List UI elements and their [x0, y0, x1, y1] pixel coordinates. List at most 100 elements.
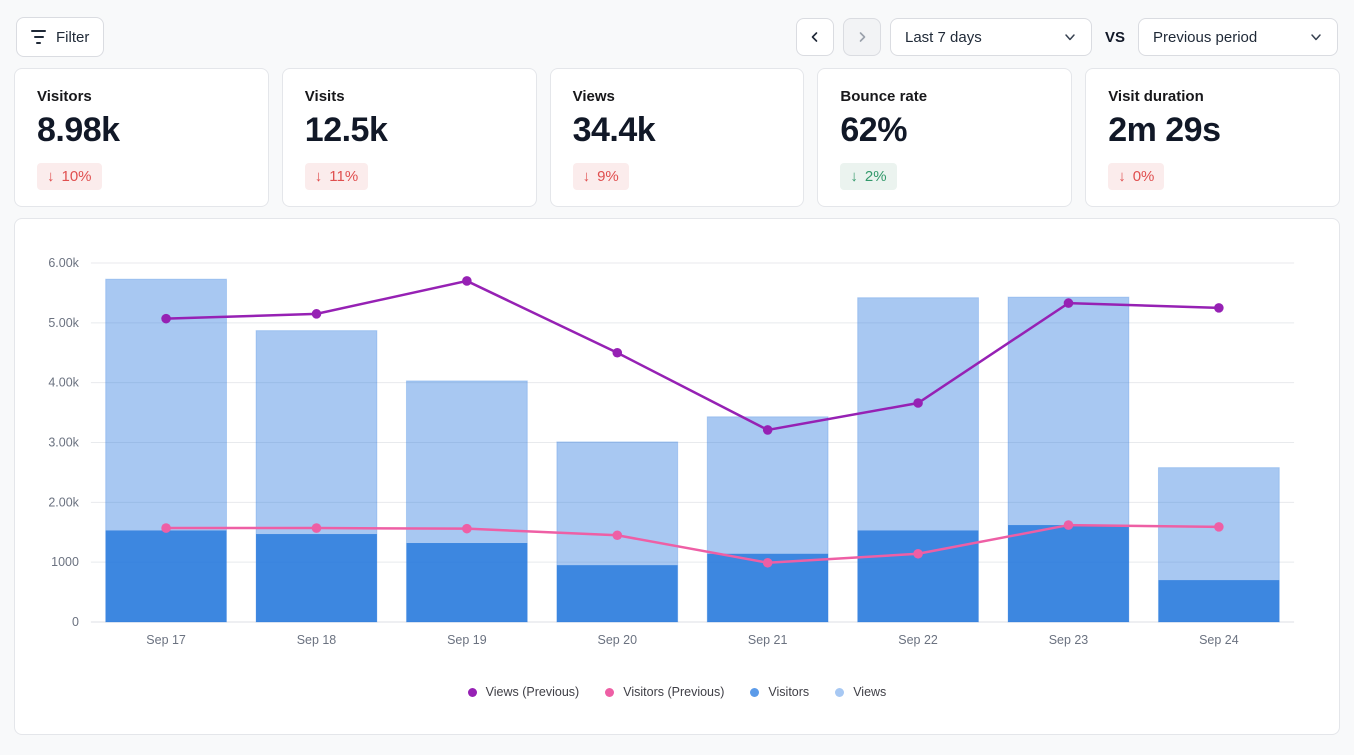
stat-value: 12.5k	[304, 111, 388, 149]
legend-dot	[605, 687, 615, 697]
stat-card-visitors[interactable]: Visitors 8.98k ↓ 10%	[14, 68, 269, 207]
legend-label: Visitors (Previous)	[623, 685, 725, 699]
x-tick-label: Sep 22	[898, 633, 938, 647]
legend-item-visitors-previous-[interactable]: Visitors (Previous)	[605, 685, 724, 699]
x-tick-label: Sep 18	[297, 633, 337, 647]
point-views-previous-[interactable]	[1214, 303, 1224, 313]
y-tick-label: 6.00k	[48, 256, 79, 270]
stat-label: Visit duration	[1108, 88, 1204, 105]
bar-visitors[interactable]	[556, 565, 678, 622]
bar-visitors[interactable]	[1008, 525, 1129, 622]
line-visitors-previous-	[166, 523, 1219, 565]
point-views-previous-[interactable]	[913, 398, 923, 408]
filter-button[interactable]: Filter	[16, 17, 105, 57]
legend-label: Views (Previous)	[485, 685, 580, 699]
point-visitors-previous-[interactable]	[161, 523, 171, 533]
y-tick-label: 0	[72, 615, 79, 629]
legend-label: Views	[853, 685, 887, 699]
stats-row: Visitors 8.98k ↓ 10% Visits 12.5k ↓ 11% Views 34.…	[14, 68, 1340, 207]
stat-card-bounce-rate[interactable]: Bounce rate 62% ↓ 2%	[817, 68, 1073, 207]
date-range-value: Last 7 days	[904, 28, 982, 46]
x-tick-label: Sep 17	[146, 633, 186, 647]
point-visitors-previous-[interactable]	[311, 523, 322, 533]
point-views-previous-[interactable]	[311, 309, 322, 319]
legend-item-visitors[interactable]: Visitors	[750, 685, 809, 699]
chevron-down-icon	[1309, 30, 1323, 44]
legend-dot	[467, 687, 477, 697]
stat-label: Visits	[304, 88, 345, 105]
stat-value: 34.4k	[572, 111, 656, 149]
y-tick-label: 2.00k	[48, 495, 79, 509]
stat-value: 62%	[840, 111, 907, 149]
date-range-select[interactable]: Last 7 days	[889, 18, 1092, 56]
down-arrow-icon: ↓	[582, 168, 591, 185]
bar-visitors[interactable]	[857, 530, 979, 622]
legend-label: Visitors	[768, 685, 810, 699]
toolbar: Filter Last 7 days VS Previous period	[16, 17, 1338, 57]
stat-change-value: 10%	[61, 168, 92, 185]
point-visitors-previous-[interactable]	[1063, 520, 1074, 530]
point-visitors-previous-[interactable]	[1214, 522, 1224, 532]
bar-visitors[interactable]	[256, 534, 377, 622]
stat-change-badge: ↓ 0%	[1108, 163, 1165, 190]
stat-change-value: 9%	[597, 168, 619, 185]
point-visitors-previous-[interactable]	[612, 530, 623, 541]
bar-visitors[interactable]	[1158, 580, 1280, 622]
down-arrow-icon: ↓	[47, 168, 55, 185]
x-tick-label: Sep 21	[748, 633, 788, 647]
stat-change-value: 0%	[1132, 168, 1155, 185]
stat-label: Bounce rate	[840, 88, 928, 105]
stat-change-badge: ↓ 9%	[572, 163, 629, 190]
point-views-previous-[interactable]	[462, 276, 472, 286]
x-tick-label: Sep 24	[1199, 633, 1239, 647]
line-views-previous-	[166, 279, 1219, 432]
stat-change-value: 11%	[329, 168, 359, 185]
vs-label: VS	[1104, 28, 1125, 46]
down-arrow-icon: ↓	[314, 168, 323, 185]
next-period-button[interactable]	[842, 18, 881, 56]
chart-legend: Views (Previous) Visitors (Previous) Visit…	[15, 685, 1339, 699]
stat-label: Visitors	[37, 88, 92, 105]
stat-card-visits[interactable]: Visits 12.5k ↓ 11%	[281, 68, 537, 207]
stat-change-badge: ↓ 2%	[840, 163, 897, 190]
stat-card-visit-duration[interactable]: Visit duration 2m 29s ↓ 0%	[1085, 68, 1340, 207]
stat-label: Views	[572, 88, 615, 105]
y-tick-label: 3.00k	[48, 435, 79, 449]
legend-dot	[835, 687, 845, 697]
y-tick-label: 4.00k	[48, 376, 79, 390]
comparison-value: Previous period	[1153, 28, 1258, 46]
bar-visitors[interactable]	[105, 530, 227, 622]
chart-svg: 0 1000 2.00k 3.00k 4.00k 5.00k 6.00k Sep 17 Sep …	[48, 256, 1295, 647]
down-arrow-icon: ↓	[850, 168, 858, 185]
prev-period-button[interactable]	[795, 18, 834, 56]
y-tick-label: 1000	[51, 555, 79, 569]
stat-change-badge: ↓ 10%	[37, 163, 102, 190]
legend-item-views[interactable]: Views	[835, 685, 886, 699]
x-tick-label: Sep 20	[598, 633, 638, 647]
stat-card-views[interactable]: Views 34.4k ↓ 9%	[549, 68, 805, 207]
point-views-previous-[interactable]	[1063, 298, 1074, 308]
filter-button-label: Filter	[56, 28, 90, 46]
point-views-previous-[interactable]	[612, 347, 623, 358]
point-visitors-previous-[interactable]	[913, 548, 923, 559]
stat-change-badge: ↓ 11%	[304, 163, 369, 190]
down-arrow-icon: ↓	[1118, 168, 1126, 185]
y-tick-label: 5.00k	[48, 316, 79, 330]
bar-visitors[interactable]	[406, 543, 528, 622]
x-tick-label: Sep 19	[447, 633, 487, 647]
legend-dot	[750, 687, 760, 697]
point-views-previous-[interactable]	[161, 313, 171, 324]
stat-value: 2m 29s	[1108, 111, 1221, 149]
comparison-select[interactable]: Previous period	[1138, 18, 1338, 56]
chart-card: 0 1000 2.00k 3.00k 4.00k 5.00k 6.00k Sep 17 Sep …	[14, 218, 1340, 735]
point-visitors-previous-[interactable]	[462, 523, 472, 534]
legend-item-views-previous-[interactable]: Views (Previous)	[467, 685, 580, 699]
chevron-right-icon	[856, 31, 868, 43]
x-tick-label: Sep 23	[1049, 633, 1089, 647]
date-controls: Last 7 days VS Previous period	[795, 18, 1338, 56]
chevron-down-icon	[1063, 30, 1077, 44]
point-visitors-previous-[interactable]	[762, 557, 773, 568]
filter-icon	[31, 30, 46, 44]
point-views-previous-[interactable]	[762, 425, 773, 435]
chevron-left-icon	[809, 31, 821, 43]
